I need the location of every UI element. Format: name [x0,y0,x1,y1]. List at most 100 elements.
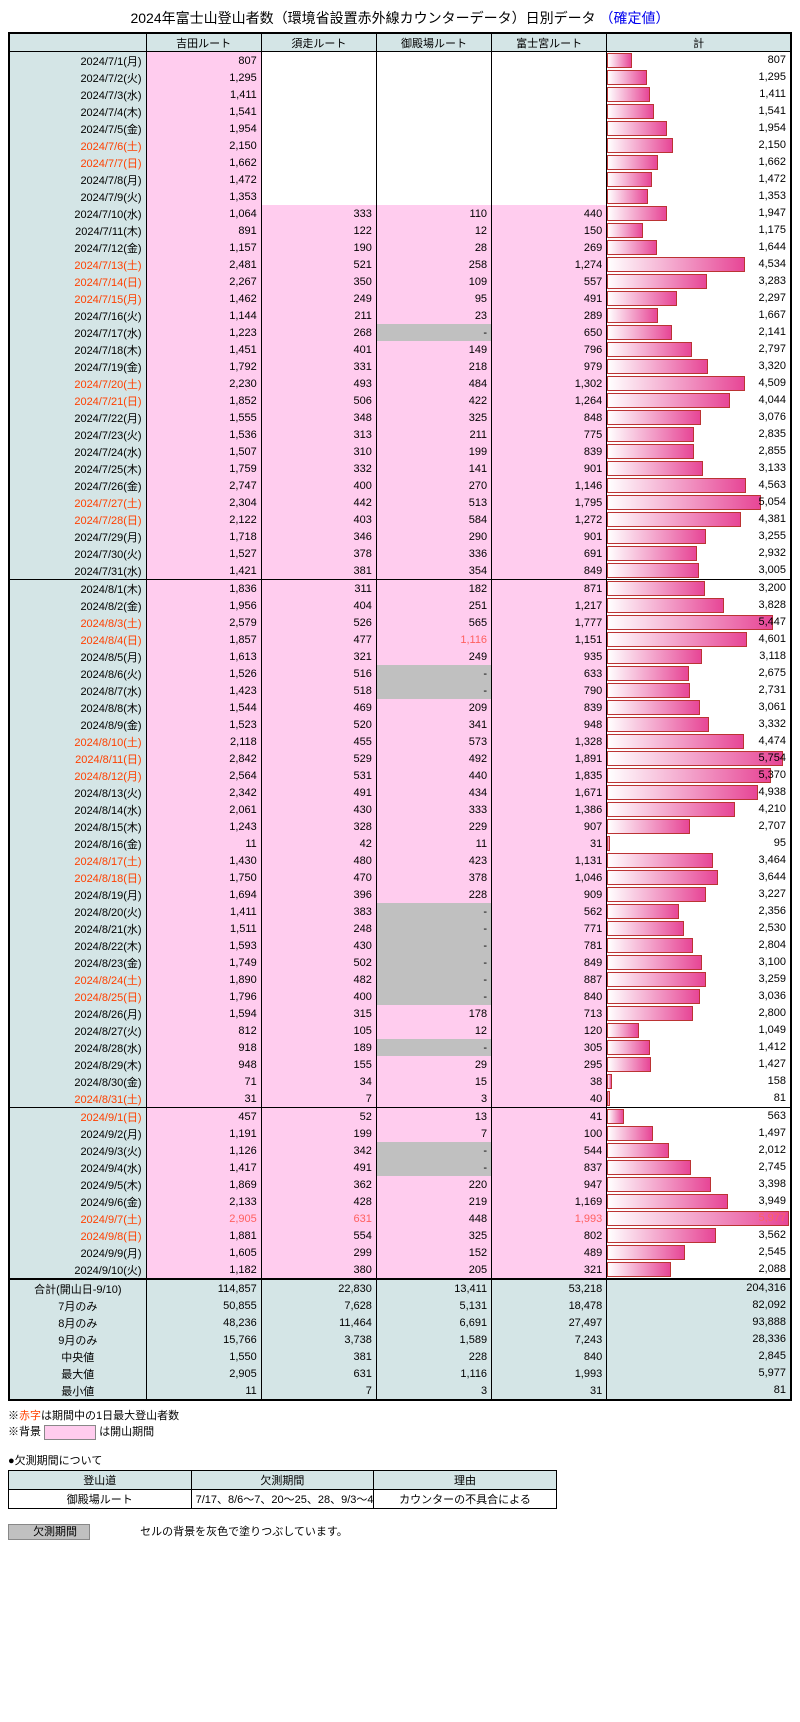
bar [607,717,709,732]
total-cell: 1,175 [607,222,791,239]
value-cell: 1,795 [492,494,607,511]
value-cell: 796 [492,341,607,358]
value-cell: 205 [376,1261,491,1279]
value-cell: 2,061 [146,801,261,818]
total-cell: 3,320 [607,358,791,375]
value-cell: 565 [376,614,491,631]
total-value: 3,828 [758,597,786,614]
total-value: 3,036 [758,988,786,1005]
total-cell: 4,381 [607,511,791,528]
summary-label: 最大値 [9,1365,146,1382]
value-cell: 947 [492,1176,607,1193]
value-cell: 218 [376,358,491,375]
bar [607,1074,612,1089]
value-cell: 42 [261,835,376,852]
value-cell: 2,230 [146,375,261,392]
total-cell: 3,100 [607,954,791,971]
total-cell: 4,938 [607,784,791,801]
value-cell: 220 [376,1176,491,1193]
total-value: 3,332 [758,716,786,733]
value-cell [376,137,491,154]
total-value: 4,210 [758,801,786,818]
bar [607,751,782,766]
total-value: 3,320 [758,358,786,375]
date-cell: 2024/7/1(月) [9,52,146,70]
date-cell: 2024/8/9(金) [9,716,146,733]
summary-value: 48,236 [146,1314,261,1331]
value-cell: 378 [261,545,376,562]
total-cell: 3,255 [607,528,791,545]
value-cell: 401 [261,341,376,358]
bar [607,972,706,987]
total-value: 4,938 [758,784,786,801]
bar [607,1143,668,1158]
bar [607,308,658,323]
value-cell: 422 [376,392,491,409]
value-cell [492,137,607,154]
date-cell: 2024/9/5(木) [9,1176,146,1193]
col-header: 富士宮ルート [492,33,607,52]
date-cell: 2024/9/7(土) [9,1210,146,1227]
page-title: 2024年富士山登山者数（環境省設置赤外線カウンターデータ）日別データ （確定値… [8,8,792,28]
date-cell: 2024/8/5(月) [9,648,146,665]
summary-value: 7 [261,1382,376,1400]
bar [607,393,730,408]
total-value: 1,644 [758,239,786,256]
value-cell [492,69,607,86]
value-cell: 790 [492,682,607,699]
bar [607,1040,650,1055]
total-cell: 3,036 [607,988,791,1005]
value-cell [376,86,491,103]
date-cell: 2024/7/10(水) [9,205,146,222]
value-cell: 631 [261,1210,376,1227]
total-cell: 2,297 [607,290,791,307]
value-cell: 1,417 [146,1159,261,1176]
bar [607,683,690,698]
value-cell: 979 [492,358,607,375]
total-value: 3,562 [758,1227,786,1244]
value-cell: 1,796 [146,988,261,1005]
total-value: 3,644 [758,869,786,886]
total-cell: 4,563 [607,477,791,494]
bar [607,581,704,596]
date-cell: 2024/9/3(火) [9,1142,146,1159]
value-cell: 269 [492,239,607,256]
total-value: 2,675 [758,665,786,682]
value-cell [376,154,491,171]
date-cell: 2024/7/29(月) [9,528,146,545]
value-cell: 871 [492,580,607,598]
bar [607,598,724,613]
total-cell: 3,464 [607,852,791,869]
missing-header: 登山道 [9,1470,192,1489]
summary-value: 3,738 [261,1331,376,1348]
value-cell: 295 [492,1056,607,1073]
total-value: 1,472 [758,171,786,188]
date-cell: 2024/9/8(日) [9,1227,146,1244]
value-cell: 440 [492,205,607,222]
value-cell: 331 [261,358,376,375]
total-cell: 3,283 [607,273,791,290]
value-cell: 2,133 [146,1193,261,1210]
summary-value: 2,905 [146,1365,261,1382]
value-cell: 40 [492,1090,607,1108]
value-cell: 299 [261,1244,376,1261]
total-cell: 95 [607,835,791,852]
total-value: 1,541 [758,103,786,120]
bar [607,1109,624,1124]
summary-total-value: 81 [774,1382,786,1399]
value-cell: 907 [492,818,607,835]
value-cell [376,69,491,86]
value-cell: 562 [492,903,607,920]
value-cell: 2,267 [146,273,261,290]
value-cell: 350 [261,273,376,290]
value-cell: 1,126 [146,1142,261,1159]
col-header: 計 [607,33,791,52]
summary-value: 1,550 [146,1348,261,1365]
total-cell: 2,088 [607,1261,791,1279]
total-value: 2,297 [758,290,786,307]
total-value: 3,255 [758,528,786,545]
missing-legend-label: 欠測期間 [33,1526,77,1538]
value-cell: 1,541 [146,103,261,120]
note2-suffix: は開山期間 [99,1426,154,1438]
value-cell: 2,304 [146,494,261,511]
